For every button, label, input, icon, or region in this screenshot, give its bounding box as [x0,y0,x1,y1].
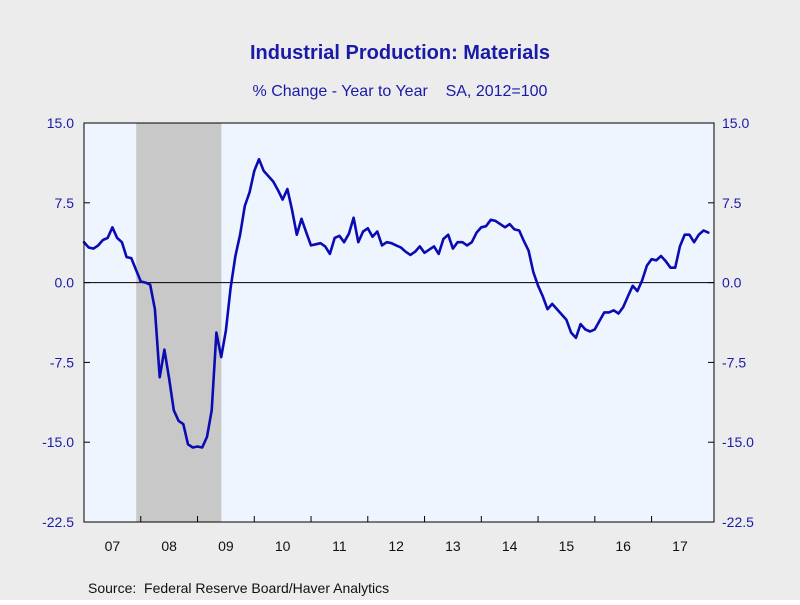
recession-shading-group [136,123,222,522]
y-tick-label-right: -15.0 [722,434,754,450]
x-axis-ticks: 07 08 09 10 11 12 13 14 15 16 17 [105,516,688,554]
y-tick-label-left: -15.0 [42,434,74,450]
y-tick-label-right: -7.5 [722,354,746,370]
y-tick-label-left: 7.5 [55,195,75,211]
y-tick-label-left: -22.5 [42,514,74,530]
x-tick-label: 10 [275,538,291,554]
y-tick-label-left: -7.5 [50,354,74,370]
y-tick-label-right: 7.5 [722,195,742,211]
series-line-0 [82,157,710,449]
y-tick-label-left: 15.0 [47,115,74,131]
x-tick-label: 08 [161,538,177,554]
x-tick-label: 16 [615,538,631,554]
x-tick-label: 14 [502,538,518,554]
x-tick-label: 07 [105,538,121,554]
chart-subtitle: % Change - Year to Year SA, 2012=100 [253,83,548,100]
y-tick-label-right: 15.0 [722,115,749,131]
y-tick-label-right: 0.0 [722,275,742,291]
x-tick-label: 12 [388,538,404,554]
plot-border [83,122,715,523]
y-tick-label-right: -22.5 [722,514,754,530]
y-axis-ticks: 15.0 15.0 7.5 7.5 0.0 0.0 -7.5 -7.5 -15.0 -15.0 -2… [42,115,754,530]
y-tick-label-left: 0.0 [55,275,75,291]
x-tick-label: 11 [332,538,347,554]
chart-title: Industrial Production: Materials [250,42,550,64]
source-note: Source: Federal Reserve Board/Haver Anal… [88,580,389,596]
x-tick-label: 09 [218,538,234,554]
x-tick-label: 15 [559,538,575,554]
series-group [82,157,710,449]
x-tick-label: 17 [672,538,688,554]
x-tick-label: 13 [445,538,461,554]
recession-shade-0 [136,123,222,522]
